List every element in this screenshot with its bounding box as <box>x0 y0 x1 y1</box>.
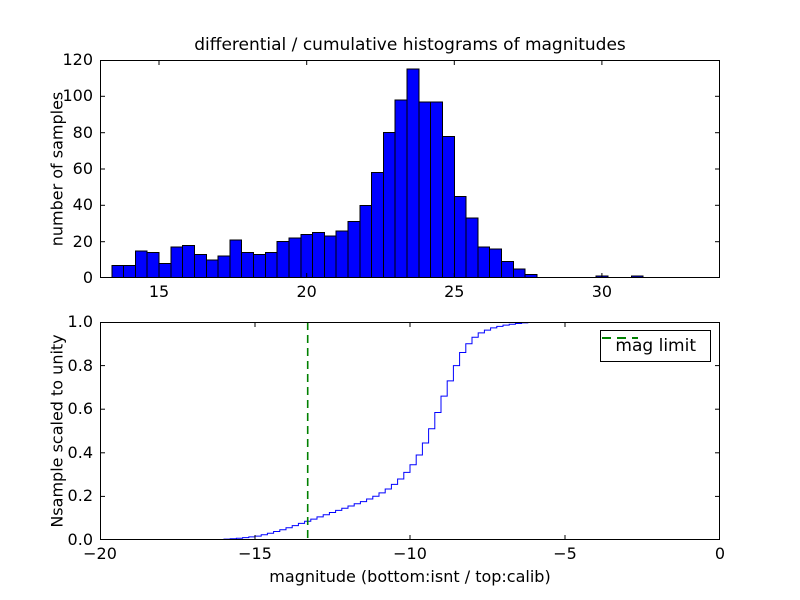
bottom-x-axis-label: magnitude (bottom:isnt / top:calib) <box>269 567 551 586</box>
cumulative-plot-area: mag limit <box>100 322 720 540</box>
y-tick-label: 1.0 <box>67 312 93 331</box>
x-tick-label: 0 <box>714 544 726 563</box>
y-tick-label: 80 <box>72 122 93 142</box>
legend-dashed-line-icon <box>602 337 639 339</box>
x-tick-label: 30 <box>591 282 613 301</box>
x-tick-label: −15 <box>238 544 272 563</box>
y-tick-label: 0 <box>82 268 93 287</box>
y-tick-label: 0.4 <box>67 442 93 462</box>
y-tick-label: 100 <box>62 86 93 106</box>
x-tick-label: 25 <box>444 282 465 301</box>
y-tick-label: 40 <box>72 195 93 215</box>
legend: mag limit <box>600 330 711 362</box>
x-tick-label: −5 <box>553 544 577 563</box>
figure-title: differential / cumulative histograms of … <box>194 35 626 55</box>
x-tick-label: 20 <box>296 282 317 301</box>
cumulative-canvas <box>100 322 720 540</box>
y-tick-label: 0.8 <box>67 355 93 375</box>
y-tick-label: 20 <box>72 231 93 251</box>
x-tick-label: −20 <box>83 544 117 563</box>
y-tick-label: 120 <box>62 50 93 69</box>
histogram-plot-area <box>100 60 720 278</box>
x-tick-label: −10 <box>393 544 427 563</box>
x-tick-label: 15 <box>148 282 170 301</box>
legend-label: mag limit <box>615 336 696 356</box>
y-tick-label: 0.2 <box>67 486 93 506</box>
histogram-canvas <box>100 60 720 278</box>
y-tick-label: 60 <box>72 159 93 178</box>
y-tick-label: 0.6 <box>67 399 93 419</box>
y-tick-label: 0.0 <box>67 530 93 549</box>
